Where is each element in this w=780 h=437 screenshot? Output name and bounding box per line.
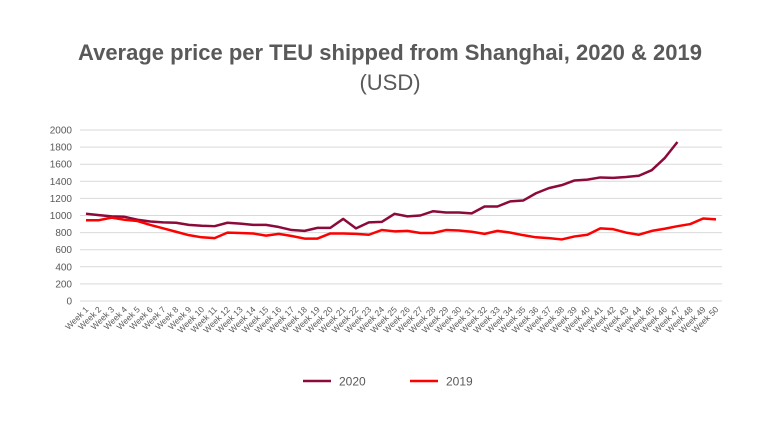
legend-label-2020: 2020 [339, 375, 366, 389]
y-tick-label: 1600 [50, 160, 73, 171]
y-tick-label: 600 [55, 245, 72, 256]
series-line-2020 [85, 141, 679, 233]
y-tick-label: 1800 [50, 143, 73, 154]
y-tick-label: 800 [55, 228, 72, 239]
legend-label-2019: 2019 [446, 375, 473, 389]
series-line-2019 [86, 216, 717, 241]
y-tick-label: 1400 [50, 177, 73, 188]
y-tick-label: 1000 [50, 211, 73, 222]
y-tick-label: 400 [55, 262, 72, 273]
y-tick-label: 2000 [50, 126, 73, 137]
y-tick-label: 0 [66, 297, 72, 308]
chart-subtitle: (USD) [359, 70, 421, 95]
chart-title: Average price per TEU shipped from Shang… [78, 40, 702, 65]
y-tick-label: 1200 [50, 194, 73, 205]
y-tick-label: 200 [55, 279, 72, 290]
